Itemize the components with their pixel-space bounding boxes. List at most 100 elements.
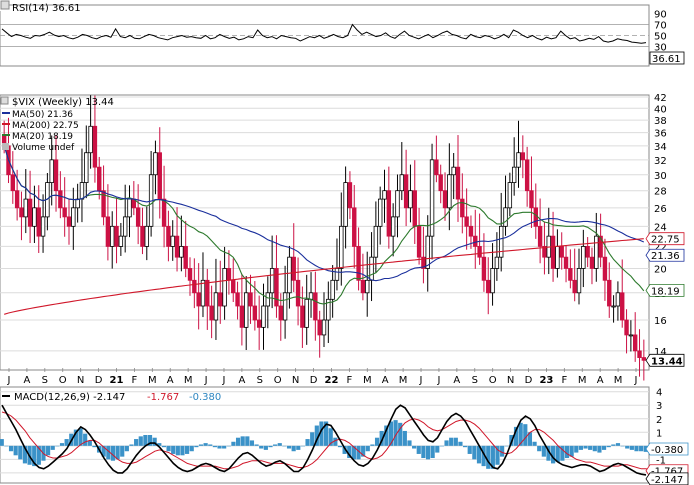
x-axis-label: 22 [324,375,338,386]
price-candle [594,212,599,282]
price-candle [144,206,149,261]
x-axis-label: M [184,375,193,386]
macd-hist-bar [222,445,227,449]
rsi-legend: RSI(14) 36.61 [12,3,81,14]
price-candle [135,184,141,245]
macd-tick-label: 1 [656,428,662,439]
macd-hist-bar [532,441,537,446]
x-axis-label: O [274,375,282,386]
macd-hist-bar [185,445,190,454]
price-tick-label: 16 [654,316,667,327]
price-legend-title: $VIX (Weekly) 13.44 [12,97,114,108]
macd-hist-bar [286,445,292,449]
price-candle [114,197,119,264]
macd-signal-line [1,411,651,471]
macd-hist-bar [523,424,528,446]
svg-text:-1.767: -1.767 [651,467,683,478]
macd-hist-bar [574,445,579,453]
macd-hist-bar [578,445,583,450]
macd-hist-bar [564,445,570,458]
macd-hist-bar [106,445,111,460]
price-candle [192,258,197,309]
macd-hist-bar [319,421,324,446]
price-candle [615,281,621,321]
macd-hist-bar [384,425,389,446]
price-candle [399,142,404,201]
macd-hist-bar [588,445,593,450]
x-axis-label: A [23,375,30,386]
price-candle [520,135,526,179]
price-candle [49,135,54,206]
price-candle [390,203,396,257]
price-candle [122,184,128,253]
macd-hist-bar [639,445,644,452]
price-candle [620,259,625,328]
macd-hist-bar [217,445,222,449]
macd-hist-bar [22,445,28,464]
macd-hist-bar [412,445,417,449]
price-candle [377,186,383,245]
price-candle [343,166,348,249]
macd-legend-macd: MACD(12,26,9) -2.147 [14,392,125,403]
macd-legend-signal: -1.767 [147,392,179,403]
macd-hist-bar [402,430,407,446]
macd-hist-bar [152,437,157,446]
legend-ma200: MA(200) 22.75 [12,121,79,131]
x-axis-label: O [489,375,497,386]
macd-hist-bar [310,432,315,446]
price-panel-frame [0,94,650,371]
x-axis-label: 23 [539,375,553,386]
macd-hist-bar [263,445,268,450]
macd-hist-bar [268,445,273,448]
macd-hist-bar [143,435,148,446]
macd-hist-bar [208,444,213,446]
x-axis-label: S [257,375,263,386]
price-candle [589,247,595,285]
macd-hist-bar [592,445,597,452]
price-candle [321,292,327,348]
svg-text:-2.147: -2.147 [651,475,683,485]
price-candle [611,295,616,323]
legend-volume: Volume undef [12,143,75,153]
x-axis-label: A [382,375,389,386]
price-badge-close: 13.44 [645,353,685,367]
price-candle [153,140,158,195]
price-candle [347,171,353,219]
macd-hist-bar [374,437,380,446]
macd-hist-bar [175,445,180,456]
macd-hist-bar [110,445,116,461]
x-axis-label: O [59,375,67,386]
price-candle [637,329,642,377]
macd-hist-bar [78,428,83,446]
macd-hist-bar [537,445,542,452]
macd-hist-bar [347,445,352,458]
x-axis-label: J [221,375,225,386]
price-candle [490,243,495,306]
x-axis-label: N [507,375,514,386]
price-tick-label: 26 [654,204,667,215]
price-candle [10,151,16,204]
macd-hist-bar [101,445,106,457]
macd-tick-label: 4 [656,388,662,399]
x-axis-label: S [472,375,478,386]
macd-hist-bar [337,445,343,448]
macd-line [1,404,647,476]
macd-hist-bar [546,445,551,461]
svg-text:13.44: 13.44 [651,356,683,367]
price-tick-label: 40 [654,104,667,115]
price-candle [529,156,534,228]
price-candle [330,265,335,318]
x-axis-label: D [310,375,318,386]
price-tick-label: 14 [654,347,667,358]
price-candle [641,339,647,381]
price-candle [239,273,245,346]
macd-hist-bar [551,445,556,464]
macd-hist-bar [73,429,78,446]
price-candle [408,164,413,223]
price-candle [425,215,430,292]
svg-text:18.19: 18.19 [651,286,680,297]
x-axis-label: M [363,375,372,386]
macd-legend-hist: -0.380 [189,392,221,403]
macd-hist-bar [124,445,129,452]
rsi-panel: 9070503010 RSI(14) 36.61 36.61 [0,0,685,67]
